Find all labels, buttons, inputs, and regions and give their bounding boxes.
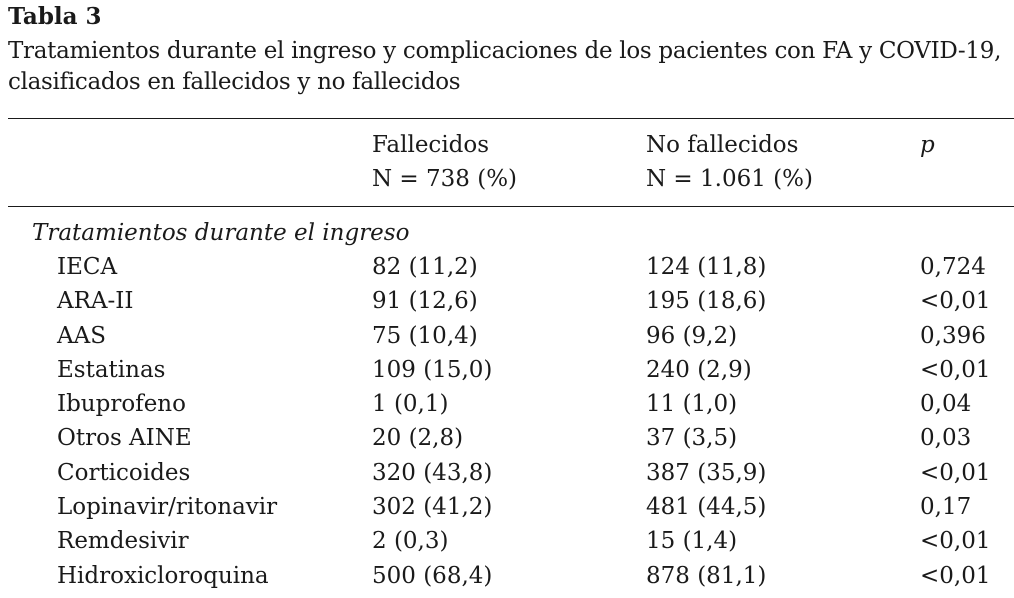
table-header-rule	[8, 206, 1014, 207]
row-no-fallecidos: 878 (81,1)	[646, 562, 767, 589]
row-name: Hidroxicloroquina	[57, 562, 269, 589]
row-fallecidos: 109 (15,0)	[372, 356, 493, 383]
row-fallecidos: 75 (10,4)	[372, 322, 478, 349]
header-p-value: p	[920, 128, 935, 162]
row-fallecidos: 320 (43,8)	[372, 459, 493, 486]
row-no-fallecidos: 387 (35,9)	[646, 459, 767, 486]
row-p-value: <0,01	[920, 528, 991, 555]
row-name: Estatinas	[57, 356, 166, 383]
row-no-fallecidos: 96 (9,2)	[646, 322, 738, 349]
row-p-value: 0,724	[920, 254, 986, 280]
row-fallecidos: 20 (2,8)	[372, 425, 464, 452]
header-no-fallecidos-label: No fallecidos	[646, 132, 799, 158]
row-no-fallecidos: 11 (1,0)	[646, 391, 738, 418]
row-fallecidos: 2 (0,3)	[372, 528, 449, 555]
row-no-fallecidos: 195 (18,6)	[646, 288, 767, 315]
row-fallecidos: 500 (68,4)	[372, 562, 493, 589]
row-p-value: <0,01	[920, 288, 991, 315]
table-row: AAS 75 (10,4) 96 (9,2) 0,396	[0, 319, 1014, 353]
row-no-fallecidos: 37 (3,5)	[646, 425, 738, 452]
table-row: Otros AINE 20 (2,8) 37 (3,5) 0,03	[0, 421, 1014, 455]
table-row: Ibuprofeno 1 (0,1) 11 (1,0) 0,04	[0, 387, 1014, 421]
header-no-fallecidos-n: N = 1.061 (%)	[646, 166, 813, 192]
header-fallecidos: Fallecidos N = 738 (%)	[372, 128, 517, 196]
row-p-value: <0,01	[920, 356, 991, 383]
row-no-fallecidos: 240 (2,9)	[646, 356, 752, 383]
row-no-fallecidos: 124 (11,8)	[646, 254, 767, 280]
table-row: Hidroxicloroquina 500 (68,4) 878 (81,1) …	[0, 559, 1014, 593]
row-fallecidos: 302 (41,2)	[372, 494, 493, 521]
row-name: Otros AINE	[57, 425, 192, 452]
row-p-value: 0,17	[920, 494, 972, 521]
table-body: IECA 82 (11,2) 124 (11,8) 0,724 ARA-II 9…	[0, 250, 1014, 593]
header-p-label: p	[920, 132, 935, 158]
header-fallecidos-n: N = 738 (%)	[372, 166, 518, 192]
table-caption: Tratamientos durante el ingreso y compli…	[8, 38, 1002, 95]
row-name: Corticoides	[57, 459, 191, 486]
row-fallecidos: 82 (11,2)	[372, 254, 478, 280]
table-row: Corticoides 320 (43,8) 387 (35,9) <0,01	[0, 456, 1014, 490]
table-row: ARA-II 91 (12,6) 195 (18,6) <0,01	[0, 284, 1014, 318]
row-p-value: <0,01	[920, 459, 991, 486]
row-name: Remdesivir	[57, 528, 189, 555]
row-name: AAS	[57, 322, 106, 349]
header-fallecidos-label: Fallecidos	[372, 132, 490, 158]
row-fallecidos: 91 (12,6)	[372, 288, 478, 315]
table-row: Estatinas 109 (15,0) 240 (2,9) <0,01	[0, 353, 1014, 387]
row-name: ARA-II	[57, 288, 134, 315]
row-name: Ibuprofeno	[57, 391, 186, 418]
row-fallecidos: 1 (0,1)	[372, 391, 449, 418]
table-label: Tabla 3	[8, 3, 102, 30]
row-name: Lopinavir/ritonavir	[57, 494, 278, 521]
row-p-value: 0,03	[920, 425, 972, 452]
table-row: Lopinavir/ritonavir 302 (41,2) 481 (44,5…	[0, 490, 1014, 524]
header-no-fallecidos: No fallecidos N = 1.061 (%)	[646, 128, 813, 196]
section-title: Tratamientos durante el ingreso	[32, 220, 410, 246]
table-top-rule	[8, 118, 1014, 119]
row-name: IECA	[57, 254, 118, 280]
row-p-value: 0,396	[920, 322, 986, 349]
table-row: Remdesivir 2 (0,3) 15 (1,4) <0,01	[0, 524, 1014, 558]
row-no-fallecidos: 481 (44,5)	[646, 494, 767, 521]
row-p-value: <0,01	[920, 562, 991, 589]
table-row: IECA 82 (11,2) 124 (11,8) 0,724	[0, 250, 1014, 284]
row-no-fallecidos: 15 (1,4)	[646, 528, 738, 555]
row-p-value: 0,04	[920, 391, 972, 418]
